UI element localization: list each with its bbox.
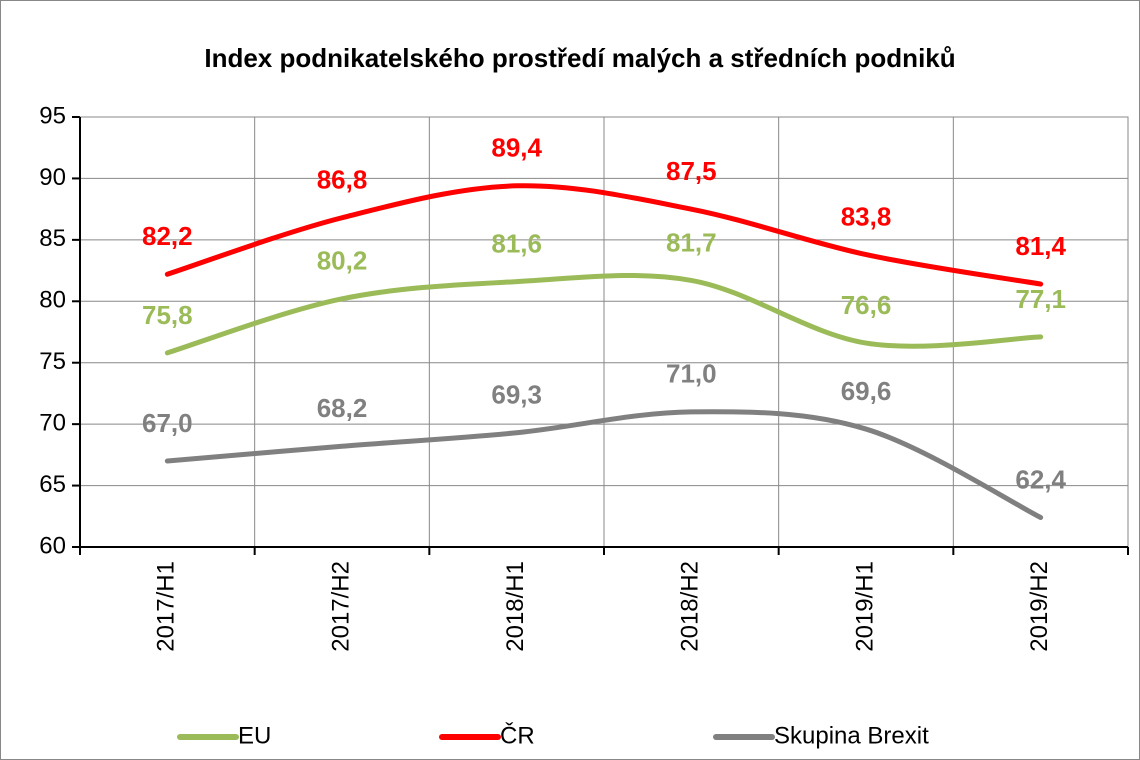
x-tick-label: 2018/H2 <box>677 561 704 652</box>
data-label: 82,2 <box>142 221 193 251</box>
y-tick-label: 85 <box>39 225 66 252</box>
data-label: 68,2 <box>317 393 368 423</box>
data-label: 75,8 <box>142 300 193 330</box>
x-tick-label: 2019/H1 <box>851 561 878 652</box>
data-label: 87,5 <box>666 156 717 186</box>
data-label: 80,2 <box>317 246 368 276</box>
data-label: 86,8 <box>317 165 368 195</box>
legend-label: Skupina Brexit <box>774 722 929 749</box>
series-line <box>164 183 1044 287</box>
x-tick-label: 2017/H1 <box>153 561 180 652</box>
data-label: 69,6 <box>841 376 892 406</box>
x-tick-label: 2019/H2 <box>1026 561 1053 652</box>
legend-label: EU <box>238 722 271 749</box>
y-tick-label: 95 <box>39 102 66 129</box>
data-label: 67,0 <box>142 408 193 438</box>
data-label: 81,7 <box>666 227 717 257</box>
y-tick-label: 90 <box>39 164 66 191</box>
x-tick-label: 2018/H1 <box>502 561 529 652</box>
data-label: 83,8 <box>841 201 892 231</box>
data-label: 81,4 <box>1015 231 1066 261</box>
y-tick-label: 60 <box>39 532 66 559</box>
data-label: 77,1 <box>1015 284 1066 314</box>
y-tick-label: 80 <box>39 287 66 314</box>
data-label: 89,4 <box>491 133 542 163</box>
chart-title: Index podnikatelského prostředí malých a… <box>204 43 956 73</box>
series-line <box>164 409 1044 521</box>
data-label: 69,3 <box>491 380 542 410</box>
data-label: 76,6 <box>841 290 892 320</box>
series-line <box>164 272 1044 356</box>
legend-label: ČR <box>500 721 535 749</box>
y-tick-label: 65 <box>39 471 66 498</box>
data-label: 62,4 <box>1015 464 1066 494</box>
y-tick-label: 70 <box>39 409 66 436</box>
y-tick-label: 75 <box>39 348 66 375</box>
x-tick-label: 2017/H2 <box>327 561 354 652</box>
data-label: 81,6 <box>491 229 542 259</box>
data-label: 71,0 <box>666 359 717 389</box>
